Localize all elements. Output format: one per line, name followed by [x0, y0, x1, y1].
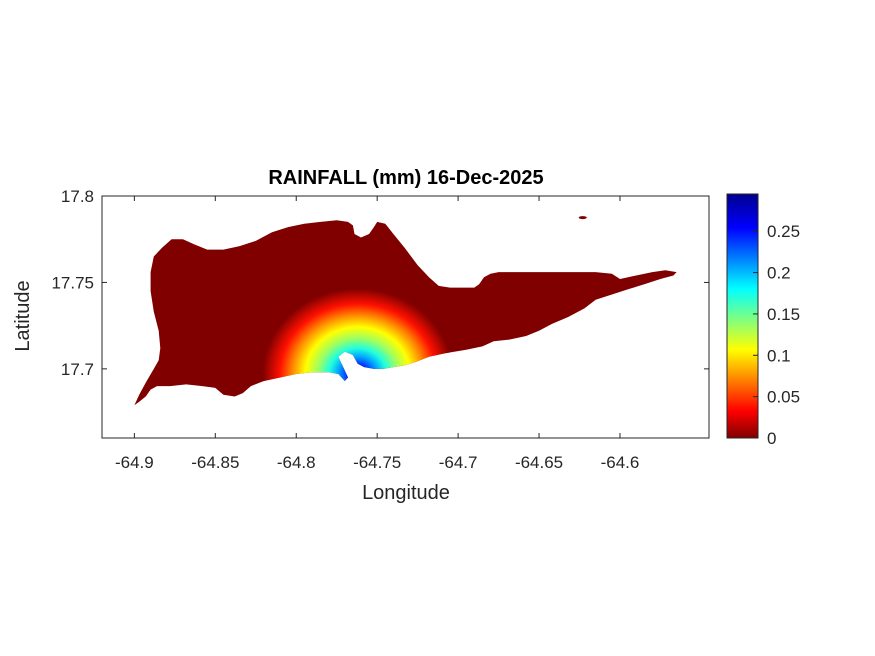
y-tick-label: 17.75 — [51, 273, 94, 292]
plot-frame — [101, 195, 710, 439]
colorbar-tick-label: 0.15 — [767, 305, 800, 324]
rainfall-maximum-blob — [262, 288, 453, 406]
colorbar-tick-label: 0 — [767, 429, 776, 448]
x-axis-label: Longitude — [362, 482, 450, 504]
colorbar-tick-label: 0.2 — [767, 264, 791, 283]
chart-title: RAINFALL (mm) 16-Dec-2025 — [268, 167, 543, 189]
x-tick-label: -64.9 — [115, 453, 154, 472]
x-tick-label: -64.8 — [277, 453, 316, 472]
x-tick-label: -64.75 — [353, 453, 401, 472]
x-tick-label: -64.7 — [439, 453, 478, 472]
colorbar-tick-label: 0.25 — [767, 222, 800, 241]
colorbar: 0 0.05 0.1 0.15 0.2 0.25 — [726, 193, 800, 448]
land-layer — [134, 216, 677, 406]
colorbar-tick-label: 0.1 — [767, 346, 791, 365]
x-tick-label: -64.6 — [601, 453, 640, 472]
small-islet — [578, 216, 587, 220]
x-ticks: -64.9 -64.85 -64.8 -64.75 -64.7 -64.65 -64.6 — [115, 196, 639, 472]
x-tick-label: -64.85 — [191, 453, 239, 472]
colorbar-tick-label: 0.05 — [767, 388, 800, 407]
y-ticks: 17.7 17.75 17.8 — [51, 187, 709, 379]
y-tick-label: 17.7 — [61, 360, 94, 379]
colorbar-ticks: 0 0.05 0.1 0.15 0.2 0.25 — [753, 222, 800, 448]
map-axes: -64.9 -64.85 -64.8 -64.75 -64.7 -64.65 -64.6 1… — [51, 187, 710, 472]
x-tick-label: -64.65 — [515, 453, 563, 472]
y-tick-label: 17.8 — [61, 187, 94, 206]
y-axis-label: Latitude — [12, 280, 34, 351]
colorbar-bar — [726, 193, 759, 439]
